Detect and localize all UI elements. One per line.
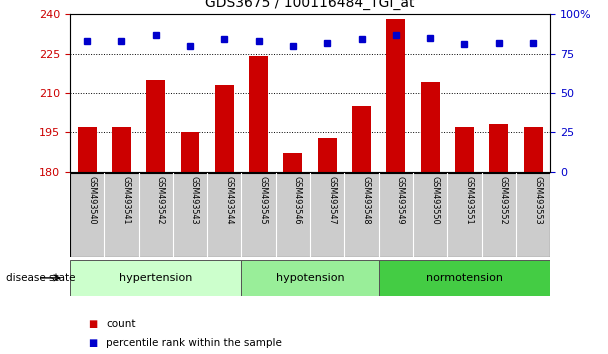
Text: GSM493543: GSM493543 [190, 176, 199, 224]
Text: GSM493546: GSM493546 [293, 176, 302, 224]
Text: GSM493542: GSM493542 [156, 176, 165, 224]
Text: GSM493544: GSM493544 [224, 176, 233, 224]
Text: GSM493547: GSM493547 [327, 176, 336, 224]
Text: GSM493551: GSM493551 [465, 176, 474, 224]
Bar [523, 127, 542, 172]
Text: count: count [106, 319, 136, 329]
Bar [455, 127, 474, 172]
Text: hypertension: hypertension [119, 273, 192, 283]
Text: ■: ■ [88, 319, 97, 329]
Bar [489, 124, 508, 172]
Bar [181, 132, 199, 172]
Bar [352, 106, 371, 172]
Bar [283, 153, 302, 172]
Text: hypotension: hypotension [276, 273, 344, 283]
Text: GSM493548: GSM493548 [362, 176, 370, 224]
Bar [78, 127, 97, 172]
Bar [70, 260, 241, 296]
Text: ■: ■ [88, 338, 97, 348]
Text: GSM493552: GSM493552 [499, 176, 508, 225]
Bar [112, 127, 131, 172]
Text: GSM493553: GSM493553 [533, 176, 542, 224]
Text: disease state: disease state [6, 273, 75, 283]
Text: GSM493540: GSM493540 [87, 176, 96, 224]
Bar [379, 260, 550, 296]
Bar [387, 19, 406, 172]
Text: GSM493549: GSM493549 [396, 176, 405, 224]
Text: GSM493550: GSM493550 [430, 176, 439, 224]
Title: GDS3675 / 100116484_TGI_at: GDS3675 / 100116484_TGI_at [206, 0, 415, 10]
Bar [215, 85, 233, 172]
Bar [421, 82, 440, 172]
Bar [147, 80, 165, 172]
Text: percentile rank within the sample: percentile rank within the sample [106, 338, 282, 348]
Bar [249, 56, 268, 172]
Bar [241, 260, 379, 296]
Text: GSM493545: GSM493545 [258, 176, 268, 224]
Text: normotension: normotension [426, 273, 503, 283]
Bar [318, 138, 337, 172]
Text: GSM493541: GSM493541 [122, 176, 130, 224]
